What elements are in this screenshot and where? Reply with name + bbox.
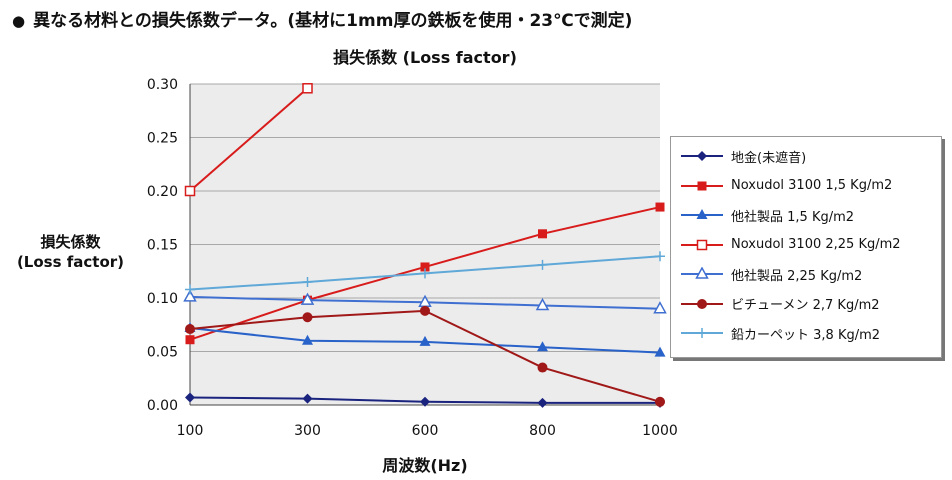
legend-item: 地金(未遮音) [679, 145, 806, 167]
data-point [302, 334, 313, 345]
y-axis-label-line2: (Loss factor) [16, 253, 125, 271]
y-tick-label: 0.20 [147, 184, 178, 200]
data-point [696, 209, 708, 219]
data-point [697, 181, 707, 190]
data-point [185, 335, 195, 345]
data-point [655, 202, 665, 212]
data-point [655, 251, 665, 262]
legend-swatch [681, 328, 723, 338]
series-3 [184, 321, 666, 357]
bullet-icon: ● [12, 12, 26, 30]
x-axis-label: 周波数(Hz) [382, 456, 468, 475]
series-7 [185, 251, 665, 295]
series-4 [184, 83, 313, 197]
data-point [697, 328, 707, 338]
data-point [655, 396, 665, 407]
legend-item: 他社製品 1,5 Kg/m2 [679, 204, 854, 226]
data-point [185, 392, 195, 403]
y-tick-label: 0.30 [147, 77, 178, 93]
legend-label: Noxudol 3100 2,25 Kg/m2 [731, 237, 901, 252]
data-point [537, 259, 548, 270]
legend-label: Noxudol 3100 1,5 Kg/m2 [731, 178, 893, 193]
y-tick-label: 0.00 [147, 398, 178, 414]
data-point [185, 324, 195, 335]
data-point [535, 297, 550, 311]
x-tick-label: 600 [412, 423, 439, 439]
data-point [695, 267, 709, 279]
legend-item: Noxudol 3100 2,25 Kg/m2 [679, 234, 901, 256]
data-point [300, 292, 315, 305]
data-point [696, 239, 708, 250]
y-tick-label: 0.10 [147, 291, 178, 307]
x-tick-label: 800 [529, 423, 556, 439]
header-text: 異なる材料との損失係数データ。(基材に1mm厚の鉄板を使用・23℃で測定) [33, 11, 633, 31]
data-point [302, 276, 313, 287]
data-point [302, 312, 313, 323]
data-point [697, 151, 707, 161]
chart-legend: 地金(未遮音) Noxudol 3100 1,5 Kg/m2 他社製品 1,5 Kg… [670, 136, 942, 358]
legend-item: 他社製品 2,25 Kg/m2 [679, 263, 862, 285]
data-point [420, 268, 430, 279]
data-point [537, 341, 548, 352]
data-point [302, 393, 313, 404]
legend-label: ビチューメン 2,7 Kg/m2 [731, 298, 880, 313]
data-point [653, 301, 667, 314]
y-axis-label-line1: 損失係数 [40, 233, 101, 251]
legend-label: 鉛カーペット 3,8 Kg/m2 [731, 327, 881, 343]
data-point [420, 262, 430, 272]
legend-item: Noxudol 3100 1,5 Kg/m2 [679, 175, 892, 197]
data-point [537, 362, 548, 373]
page-header: ● 異なる材料との損失係数データ。(基材に1mm厚の鉄板を使用・23℃で測定) [12, 6, 632, 31]
legend-swatch [681, 267, 723, 279]
legend-item: 鉛カーペット 3,8 Kg/m2 [679, 322, 880, 344]
legend-label: 他社製品 2,25 Kg/m2 [731, 268, 863, 284]
y-tick-label: 0.15 [147, 238, 178, 254]
legend-swatch [681, 298, 723, 309]
legend-label: 地金(未遮音) [731, 150, 807, 166]
legend-swatch [681, 151, 723, 161]
y-tick-label: 0.25 [147, 131, 178, 147]
legend-swatch [681, 209, 723, 219]
legend-item: ビチューメン 2,7 Kg/m2 [679, 293, 880, 315]
series-line [189, 87, 309, 192]
x-tick-label: 1000 [642, 423, 678, 439]
y-tick-label: 0.05 [147, 345, 178, 361]
x-tick-label: 300 [294, 423, 321, 439]
series-6 [185, 305, 665, 407]
legend-swatch [681, 181, 723, 190]
data-point [654, 346, 666, 357]
data-point [697, 298, 707, 309]
data-point [537, 397, 548, 408]
chart-title: 損失係数 (Loss factor) [333, 48, 517, 67]
legend-label: 他社製品 1,5 Kg/m2 [731, 209, 855, 225]
data-point [185, 284, 195, 295]
data-point [420, 305, 430, 316]
data-point [183, 289, 197, 302]
data-point [419, 335, 431, 346]
data-point [420, 396, 430, 407]
data-point [302, 83, 313, 94]
data-point [184, 185, 196, 197]
y-axis-label: 損失係数 (Loss factor) [8, 232, 133, 272]
data-point [538, 229, 547, 239]
legend-swatch [681, 239, 723, 250]
x-tick-label: 100 [177, 423, 204, 439]
